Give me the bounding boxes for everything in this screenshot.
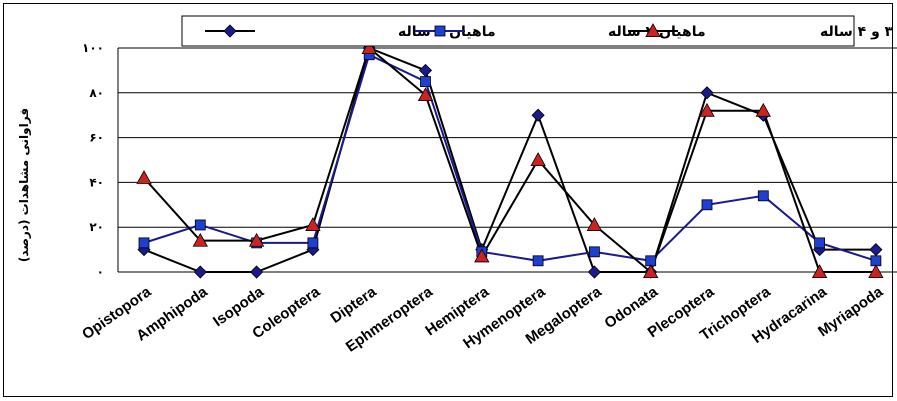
triangle-marker [699, 102, 715, 117]
triangle-marker [136, 170, 152, 184]
y-tick-label: ۶۰ [89, 131, 104, 145]
square-marker [701, 199, 713, 211]
square-marker [814, 237, 825, 249]
triangle-marker [645, 23, 661, 37]
diamond-marker [587, 265, 601, 279]
y-axis-label: فراوانی مشاهدات (درصد) [17, 108, 32, 262]
square-marker [194, 219, 206, 231]
triangle-marker [248, 232, 265, 247]
y-tick-label: ۰ [97, 265, 104, 279]
triangle-marker [643, 264, 659, 279]
y-tick-label: ۴۰ [89, 175, 104, 189]
series-group [136, 40, 884, 279]
y-axis: ۰ ۲۰ ۴۰ ۶۰ ۸۰ ۱۰۰ [82, 41, 119, 279]
triangle-marker [305, 217, 321, 231]
triangle-marker [811, 264, 828, 279]
diamond-marker [700, 86, 714, 100]
triangle-marker [474, 248, 490, 263]
square-marker [532, 255, 544, 267]
square-marker [434, 25, 446, 37]
legend-box [181, 15, 855, 47]
triangle-marker [417, 87, 434, 102]
triangle-marker [361, 40, 377, 54]
triangle-marker [868, 264, 884, 279]
square-marker [307, 237, 319, 249]
triangle-marker [192, 232, 208, 247]
diamond-marker [418, 63, 433, 77]
gridlines [118, 47, 897, 273]
diamond-marker [223, 24, 237, 38]
y-tick-label: ۸۰ [89, 86, 104, 100]
series-line [143, 53, 877, 262]
chart-frame [3, 3, 893, 397]
diamond-marker [193, 265, 207, 279]
triangle-marker [530, 152, 546, 167]
y-tick-label: ۱۰۰ [82, 41, 104, 55]
diamond-marker [531, 108, 545, 122]
triangle-marker [755, 102, 771, 117]
square-marker [757, 190, 769, 202]
square-marker [138, 237, 150, 249]
square-marker [420, 76, 431, 87]
legend-label: ماهیان ۳ و ۴ ساله [820, 24, 897, 40]
square-marker [589, 246, 600, 258]
series-line [143, 46, 876, 274]
diamond-marker [869, 243, 883, 257]
triangle-marker [586, 217, 603, 231]
y-tick-label: ۲۰ [89, 220, 104, 234]
diamond-marker [250, 265, 264, 279]
